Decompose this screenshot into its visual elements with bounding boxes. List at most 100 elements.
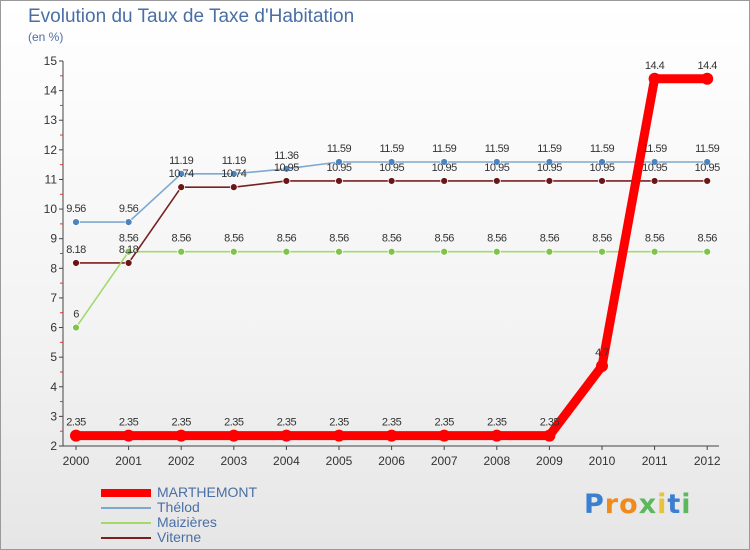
data-point-viterne (282, 177, 291, 185)
x-tick-label: 2010 (589, 454, 616, 468)
data-label-maizieres: 8.56 (224, 233, 244, 245)
data-label-viterne: 10.95 (379, 162, 404, 174)
data-label-viterne: 8.18 (66, 244, 86, 256)
data-label-viterne: 10.74 (169, 168, 194, 180)
data-label-marthemont: 2.35 (66, 417, 86, 429)
data-label-thelod: 11.59 (432, 143, 457, 155)
x-tick-label: 2005 (326, 454, 353, 468)
y-tick-label: 11 (45, 172, 58, 186)
y-tick-label: 10 (44, 202, 58, 216)
data-label-maizieres: 8.56 (119, 233, 139, 245)
data-point-marthemont (648, 72, 661, 85)
data-point-viterne (335, 177, 343, 185)
chart-title: Evolution du Taux de Taxe d'Habitation (28, 6, 355, 27)
logo-letter: r (604, 489, 620, 520)
data-label-thelod: 11.59 (590, 143, 615, 155)
data-label-maizieres: 8.56 (540, 233, 560, 245)
x-tick-label: 2000 (63, 454, 90, 468)
data-label-thelod: 11.59 (327, 143, 352, 155)
data-point-viterne (703, 177, 712, 185)
data-label-thelod: 9.56 (66, 203, 86, 215)
data-point-thelod (124, 218, 133, 227)
x-tick-label: 2012 (694, 454, 721, 468)
data-label-maizieres: 8.56 (592, 233, 612, 245)
data-label-thelod: 11.59 (695, 143, 720, 155)
data-label-marthemont: 2.35 (119, 417, 139, 429)
data-point-thelod (387, 158, 396, 166)
logo-letter: x (638, 489, 658, 520)
legend-label: Viterne (157, 529, 202, 545)
data-point-thelod (545, 158, 554, 166)
data-label-thelod: 9.56 (119, 203, 139, 215)
data-point-viterne (387, 177, 396, 185)
data-label-marthemont: 2.35 (540, 417, 560, 429)
data-point-maizieres (72, 323, 80, 332)
data-label-maizieres: 8.56 (434, 233, 454, 245)
data-label-marthemont: 2.35 (171, 417, 191, 429)
y-tick-label: 9 (50, 232, 57, 246)
data-label-thelod: 11.59 (485, 143, 510, 155)
data-point-thelod (335, 158, 343, 166)
y-tick-label: 3 (50, 409, 57, 423)
data-label-marthemont: 14.4 (697, 60, 717, 72)
data-label-maizieres: 8.56 (697, 233, 717, 245)
y-tick-label: 7 (50, 291, 57, 305)
x-tick-label: 2004 (273, 454, 300, 468)
data-point-marthemont (175, 429, 188, 442)
data-label-marthemont: 4.7 (595, 347, 609, 359)
data-label-thelod: 11.19 (222, 155, 247, 167)
data-label-viterne: 10.95 (326, 162, 351, 174)
x-tick-label: 2007 (431, 454, 458, 468)
chart-subtitle: (en %) (28, 30, 64, 44)
data-label-maizieres: 8.56 (171, 233, 191, 245)
data-point-viterne (492, 177, 501, 185)
legend-label: Thélod (157, 499, 200, 515)
y-tick-label: 12 (44, 143, 58, 157)
data-point-marthemont (596, 360, 608, 373)
data-label-viterne: 10.95 (537, 162, 562, 174)
legend-swatch (101, 537, 151, 539)
data-label-viterne: 8.18 (119, 244, 139, 256)
data-label-viterne: 10.95 (695, 162, 720, 174)
data-point-thelod (703, 158, 712, 166)
data-point-maizieres (703, 247, 712, 256)
logo-letter: i (681, 489, 692, 520)
data-label-viterne: 10.74 (221, 168, 246, 180)
x-tick-label: 2011 (642, 454, 668, 468)
data-label-thelod: 11.59 (537, 143, 562, 155)
x-tick-label: 2009 (536, 454, 563, 468)
data-label-marthemont: 2.35 (329, 417, 349, 429)
y-tick-label: 5 (50, 350, 57, 364)
data-point-thelod (492, 158, 501, 166)
data-label-viterne: 10.95 (432, 162, 457, 174)
y-tick-label: 4 (50, 380, 57, 394)
data-point-thelod (229, 169, 238, 178)
data-point-viterne (72, 259, 80, 267)
data-point-thelod (282, 164, 291, 173)
data-point-thelod (72, 218, 80, 227)
logo-letter: t (667, 489, 682, 520)
legend-label: Maizières (157, 514, 217, 530)
data-point-viterne (177, 183, 186, 192)
data-point-viterne (440, 177, 449, 185)
data-label-thelod: 11.59 (642, 143, 667, 155)
data-point-thelod (440, 158, 449, 166)
data-point-maizieres (177, 247, 186, 256)
data-label-marthemont: 2.35 (382, 417, 402, 429)
data-label-maizieres: 6 (73, 309, 79, 321)
data-point-marthemont (438, 429, 451, 442)
data-point-marthemont (543, 429, 556, 442)
data-label-maizieres: 8.56 (329, 233, 349, 245)
data-label-marthemont: 2.35 (277, 417, 297, 429)
x-tick-label: 2003 (220, 454, 247, 468)
data-point-marthemont (490, 429, 503, 442)
x-tick-label: 2002 (168, 454, 195, 468)
logo-letter: i (657, 489, 668, 520)
data-point-maizieres (335, 247, 343, 256)
y-tick-label: 15 (44, 54, 58, 68)
data-point-marthemont (227, 429, 240, 442)
y-tick-label: 13 (44, 113, 58, 127)
data-point-thelod (650, 158, 659, 166)
